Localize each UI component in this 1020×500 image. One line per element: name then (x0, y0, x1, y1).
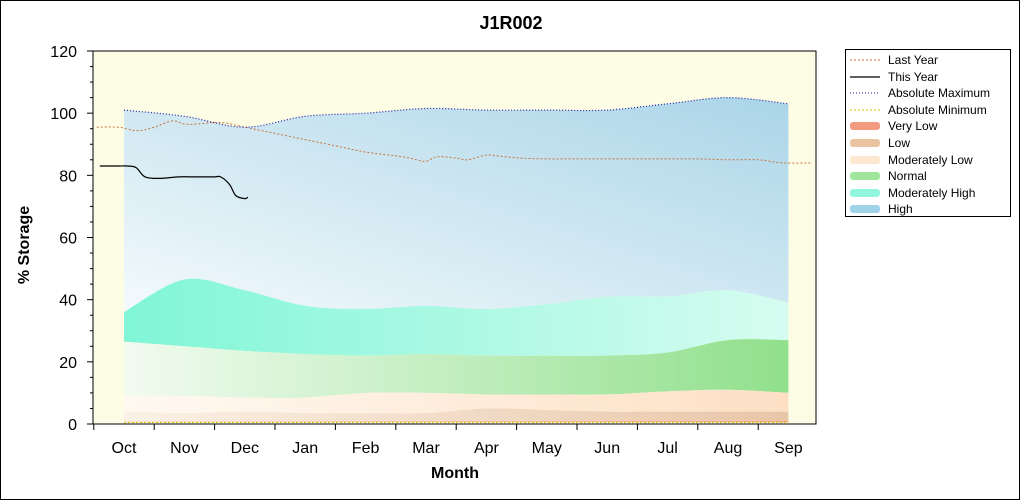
x-tick-label-sep: Sep (774, 440, 803, 457)
x-tick-label-dec: Dec (231, 440, 259, 457)
band-very-low (124, 420, 789, 423)
legend-item-high: High (846, 201, 1010, 217)
x-tick-label-aug: Aug (714, 440, 742, 457)
legend-label: Absolute Maximum (888, 86, 991, 101)
legend-label: Low (888, 136, 911, 150)
band-moderately-low (124, 389, 789, 414)
x-tick-label-may: May (532, 440, 562, 457)
band-moderately-high (124, 278, 789, 356)
legend-swatch-normal (850, 172, 880, 181)
y-tick-label: 60 (59, 231, 77, 248)
y-tick-label: 0 (68, 417, 77, 434)
legend-swatch-last-year (850, 59, 880, 61)
y-tick-label: 80 (59, 168, 77, 185)
legend-item-moderately-low: Moderately Low (846, 152, 1010, 168)
series-absolute-maximum (123, 96, 789, 128)
x-tick-label-mar: Mar (412, 440, 440, 457)
legend-label: This Year (888, 69, 939, 84)
band-high (124, 97, 789, 313)
y-tick-label: 100 (50, 106, 77, 123)
legend-swatch-very-low (850, 122, 880, 131)
legend-label: Absolute Minimum (888, 102, 987, 117)
legend-swatch-moderately-low (850, 155, 880, 164)
x-tick-label-jun: Jun (594, 440, 620, 457)
y-tick-label: 20 (59, 355, 77, 372)
x-tick-label-oct: Oct (112, 440, 137, 457)
legend-item-very-low: Very Low (846, 118, 1010, 134)
band-low (124, 408, 789, 421)
x-tick-label-nov: Nov (170, 440, 198, 457)
x-tick-label-feb: Feb (352, 440, 380, 457)
legend-label: Last Year (888, 53, 939, 67)
legend: Last Year This Year Absolute Maximum Absolu… (845, 49, 1011, 217)
y-tick-label: 120 (50, 44, 77, 61)
x-axis-label: Month (431, 465, 479, 482)
legend-item-normal: Normal (846, 168, 1010, 184)
legend-swatch-absolute-maximum (850, 92, 880, 94)
legend-swatch-moderately-high (850, 188, 880, 197)
series-this-year (99, 165, 249, 200)
legend-label: High (888, 202, 913, 217)
chart-title: J1R002 (479, 13, 543, 33)
series-last-year (96, 120, 813, 164)
legend-item-this-year: This Year (846, 69, 1010, 85)
x-tick-label-jan: Jan (292, 440, 318, 457)
legend-label: Moderately High (888, 185, 976, 200)
legend-label: Very Low (888, 119, 938, 134)
legend-label: Normal (888, 169, 927, 184)
legend-item-moderately-high: Moderately High (846, 185, 1010, 201)
legend-item-absolute-minimum: Absolute Minimum (846, 102, 1010, 118)
legend-swatch-high (850, 205, 880, 214)
legend-item-low: Low (846, 135, 1010, 151)
legend-label: Moderately Low (888, 152, 973, 167)
y-tick-label: 40 (59, 293, 77, 310)
x-tick-label-apr: Apr (474, 440, 500, 457)
legend-swatch-low (850, 139, 880, 147)
band-normal (124, 339, 789, 399)
legend-item-last-year: Last Year (846, 52, 1010, 68)
x-tick-label-jul: Jul (657, 440, 677, 457)
legend-item-absolute-maximum: Absolute Maximum (846, 85, 1010, 101)
legend-swatch-this-year (850, 75, 880, 78)
legend-swatch-absolute-minimum (850, 109, 880, 111)
